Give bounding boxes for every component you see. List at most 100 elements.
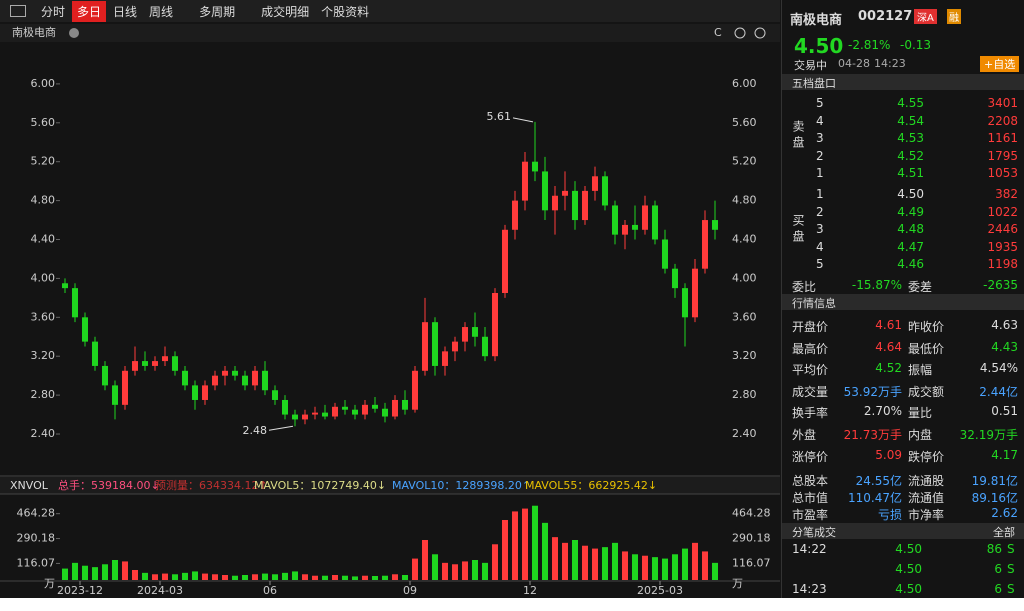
tab[interactable]: 多周期 xyxy=(199,4,236,19)
y-tick-label-right: 5.20 xyxy=(732,155,757,168)
candle-body xyxy=(352,409,358,415)
candle-body xyxy=(212,375,218,386)
candle-body xyxy=(252,370,258,386)
candle-body xyxy=(562,190,568,196)
candle-body xyxy=(512,200,518,230)
candle-body xyxy=(132,361,138,371)
x-tick-label: 2024-03 xyxy=(137,584,183,597)
tab[interactable]: 分时 xyxy=(41,4,66,19)
info-label: 涨停价 xyxy=(792,449,829,464)
candle-body xyxy=(662,239,668,269)
volume-bar xyxy=(342,575,348,580)
candle-body xyxy=(392,399,398,417)
watch-button[interactable]: +自选 xyxy=(980,56,1020,72)
y-tick-label: 2.40 xyxy=(31,427,56,440)
candle-body xyxy=(162,356,168,362)
level: 3 xyxy=(816,131,824,145)
volume-bar xyxy=(152,574,158,580)
y-tick-label: 3.60 xyxy=(31,310,56,323)
info-value: 4.54% xyxy=(979,361,1018,376)
candle-body xyxy=(192,385,198,400)
volume-bar xyxy=(462,561,468,580)
info-label: 最低价 xyxy=(908,341,945,356)
candle-body xyxy=(462,327,468,342)
date: 04-28 xyxy=(838,57,870,70)
info-label: 流通股 xyxy=(908,474,945,488)
y-tick-label: 2.80 xyxy=(31,388,56,401)
info-value: 5.09 xyxy=(875,447,902,462)
volume-tick-label: 116.07 xyxy=(17,556,56,569)
kline-chart: 南极电商 C 6.00 6.00 5.60 5.60 5.20 5.20 4.80 4.80 4… xyxy=(0,25,780,597)
volume-bar xyxy=(562,542,568,580)
time: 14:23 xyxy=(874,57,906,70)
volume-bar xyxy=(532,505,538,580)
volume-bar xyxy=(422,540,428,580)
candle-body xyxy=(382,408,388,417)
level-price: 4.50 xyxy=(897,187,924,201)
info-label: 市盈率 xyxy=(792,508,829,522)
tab[interactable]: 多日 xyxy=(72,0,107,22)
volume-bar xyxy=(192,571,198,580)
x-tick-label: 2023-12 xyxy=(57,584,103,597)
level-volume: 1198 xyxy=(987,257,1018,271)
zoom-out[interactable] xyxy=(754,27,766,39)
level-price: 4.52 xyxy=(897,148,924,163)
volume-bar xyxy=(182,572,188,580)
menu-icon[interactable] xyxy=(10,5,26,17)
candle-body xyxy=(612,205,618,235)
y-tick-label-right: 4.00 xyxy=(732,271,757,284)
volume-bar xyxy=(702,551,708,580)
candle-body xyxy=(332,406,338,417)
level-price: 4.49 xyxy=(897,204,924,219)
trade-side: S xyxy=(1007,542,1015,556)
info-value: 110.47亿 xyxy=(848,491,902,505)
collapse-icon[interactable] xyxy=(69,28,79,38)
volume-tick-label-right: 464.28 xyxy=(732,507,771,520)
trade-price: 4.50 xyxy=(895,542,922,556)
info-value: 24.55亿 xyxy=(855,474,902,488)
candle-body xyxy=(242,375,248,386)
info-label: 跌停价 xyxy=(908,449,945,464)
candle-body xyxy=(82,317,88,342)
min-label: 2.48 xyxy=(243,424,268,437)
level-volume: 1022 xyxy=(987,204,1018,219)
candle-body xyxy=(202,385,208,400)
y-tick-label: 4.80 xyxy=(31,194,56,207)
info-label: 开盘价 xyxy=(792,320,829,334)
y-tick-label-right: 2.40 xyxy=(732,427,757,440)
tab[interactable]: 个股资料 xyxy=(321,4,370,19)
candle-body xyxy=(282,399,288,415)
volume-bar xyxy=(492,544,498,580)
volume-unit-right: 万 xyxy=(732,577,743,590)
candle-body xyxy=(362,404,368,415)
candle-body xyxy=(302,414,308,420)
all-trades[interactable]: 全部 xyxy=(993,526,1015,539)
section-header: 五档盘口 xyxy=(782,74,1024,90)
info-label: 成交额 xyxy=(908,384,945,399)
level-volume: 1935 xyxy=(987,239,1018,254)
icon-c[interactable]: C xyxy=(714,26,722,39)
level-volume: 1795 xyxy=(987,148,1018,163)
tab[interactable]: 周线 xyxy=(149,4,174,19)
volume-bar xyxy=(612,542,618,580)
candle-body xyxy=(572,190,578,221)
volume-bar xyxy=(262,573,268,580)
info-value: 4.43 xyxy=(991,339,1018,354)
info-label: 总股本 xyxy=(792,474,829,488)
volume-legend: XNVOL xyxy=(10,479,49,492)
volume-bar xyxy=(382,575,388,580)
candle-body xyxy=(262,370,268,391)
y-tick-label-right: 3.60 xyxy=(732,310,757,323)
info-value: 89.16亿 xyxy=(971,491,1018,505)
info-value: 0.51 xyxy=(991,404,1018,419)
ask-label: 卖盘 xyxy=(791,120,805,152)
candle-body xyxy=(552,195,558,211)
info-value: 4.63 xyxy=(991,318,1018,332)
volume-bar xyxy=(432,554,438,580)
info-label: 内盘 xyxy=(908,428,933,442)
tab[interactable]: 成交明细 xyxy=(261,4,310,19)
level: 4 xyxy=(816,113,824,128)
tab[interactable]: 日线 xyxy=(113,4,138,19)
zoom-in[interactable] xyxy=(734,27,746,39)
x-tick-label: 12 xyxy=(523,584,537,597)
